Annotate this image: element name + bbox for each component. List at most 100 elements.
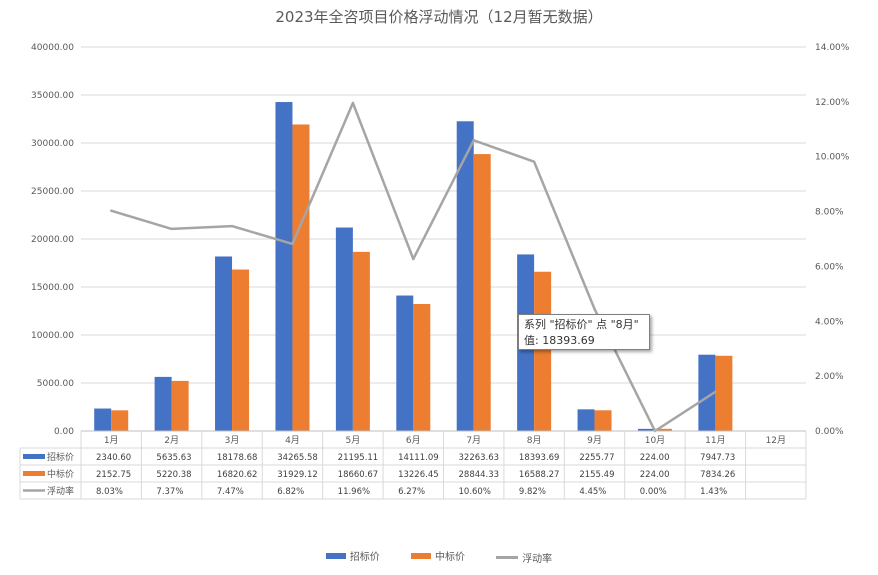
table-cell: 7947.73	[700, 453, 735, 463]
table-cell: 8.03%	[96, 487, 123, 497]
bar-award	[473, 154, 491, 432]
table-cell: 31929.12	[277, 470, 318, 480]
bar-bid	[698, 354, 716, 431]
table-cell: 9.82%	[519, 487, 546, 497]
bar-award	[654, 428, 672, 431]
y-left-tick-label: 30000.00	[31, 139, 74, 149]
table-cell: 7.47%	[217, 487, 244, 497]
bar-award	[292, 124, 310, 432]
table-cell: 18393.69	[519, 453, 560, 463]
bar-award	[715, 355, 733, 431]
line-point-rate	[110, 209, 113, 212]
y-left-tick-label: 5000.00	[37, 379, 74, 389]
data-point-tooltip: 系列 "招标价" 点 "8月" 值: 18393.69	[518, 314, 650, 350]
y-right-tick-label: 6.00%	[815, 262, 844, 272]
bar-bid	[577, 409, 595, 431]
table-cell: 18178.68	[217, 453, 258, 463]
y-left-tick-label: 0.00	[54, 427, 74, 437]
bar-award	[594, 410, 612, 431]
x-tick-label: 6月	[406, 435, 421, 446]
bar-award	[111, 410, 129, 431]
legend-item-award[interactable]: 中标价	[411, 548, 465, 563]
y-right-tick-label: 8.00%	[815, 208, 844, 218]
table-cell: 1.43%	[700, 487, 727, 497]
x-tick-label: 4月	[285, 435, 300, 446]
table-cell: 28844.33	[459, 470, 500, 480]
y-right-tick-label: 10.00%	[815, 153, 850, 163]
table-cell: 34265.58	[277, 453, 318, 463]
table-legend-swatch	[23, 471, 45, 476]
y-right-tick-label: 12.00%	[815, 98, 850, 108]
table-cell: 7834.26	[700, 470, 735, 480]
y-left-tick-label: 15000.00	[31, 283, 74, 293]
tooltip-series-point: 系列 "招标价" 点 "8月"	[524, 318, 639, 331]
y-left-tick-label: 10000.00	[31, 331, 74, 341]
line-point-rate	[170, 227, 173, 231]
table-series-label: 招标价	[47, 451, 74, 463]
table-cell: 21195.11	[338, 453, 379, 463]
bar-bid	[215, 256, 233, 431]
line-point-rate	[412, 257, 415, 261]
legend-label-bid: 招标价	[349, 552, 380, 563]
table-cell: 5220.38	[156, 470, 191, 480]
x-tick-label: 8月	[527, 435, 542, 446]
bar-award	[413, 304, 431, 431]
x-tick-label: 3月	[225, 435, 240, 446]
line-point-rate	[714, 390, 717, 393]
legend-item-bid[interactable]: 招标价	[325, 548, 380, 563]
line-point-rate	[532, 160, 536, 163]
bar-award	[352, 251, 370, 431]
table-cell: 16820.62	[217, 470, 258, 480]
bar-award	[534, 271, 552, 431]
bar-award	[171, 380, 189, 431]
bar-bid	[335, 227, 353, 431]
line-point-rate	[291, 242, 294, 246]
table-cell: 2340.60	[96, 453, 131, 463]
y-left-tick-label: 20000.00	[31, 235, 74, 245]
table-series-label: 浮动率	[47, 485, 74, 497]
x-tick-label: 7月	[466, 435, 481, 446]
y-left-tick-label: 35000.00	[31, 91, 74, 101]
legend-item-rate[interactable]: 浮动率	[496, 550, 552, 565]
bar-bid	[456, 121, 474, 431]
table-cell: 224.00	[640, 453, 670, 463]
table-cell: 2152.75	[96, 470, 131, 480]
table-cell: 32263.63	[459, 453, 500, 463]
chart-title: 2023年全咨项目价格浮动情况（12月暂无数据）	[275, 8, 603, 26]
y-right-tick-label: 0.00%	[815, 427, 844, 437]
y-left-tick-label: 40000.00	[31, 43, 74, 53]
legend-swatch-rate	[496, 555, 519, 559]
line-point-rate	[230, 224, 234, 228]
x-tick-label: 12月	[766, 435, 786, 446]
bar-bid	[154, 376, 172, 431]
y-right-tick-label: 2.00%	[815, 372, 844, 382]
table-cell: 6.27%	[398, 487, 425, 497]
table-cell: 2255.77	[579, 453, 614, 463]
y-right-tick-label: 14.00%	[815, 43, 850, 53]
bar-bid	[275, 102, 293, 432]
x-tick-label: 11月	[705, 435, 725, 446]
table-cell: 11.96%	[338, 487, 370, 497]
table-cell: 16588.27	[519, 470, 560, 480]
x-tick-label: 5月	[346, 435, 361, 446]
table-cell: 224.00	[640, 470, 670, 480]
table-series-label: 中标价	[47, 468, 74, 480]
table-cell: 18660.67	[338, 470, 379, 480]
legend-swatch-bid	[325, 552, 346, 559]
line-point-rate	[593, 307, 596, 311]
table-cell: 7.37%	[156, 487, 183, 497]
table-cell: 13226.45	[398, 470, 439, 480]
legend-label-award: 中标价	[435, 552, 465, 563]
bar-bid	[396, 295, 414, 431]
chart-legend[interactable]: 招标价 中标价 浮动率	[0, 548, 878, 565]
legend-label-rate: 浮动率	[522, 553, 553, 565]
table-legend-swatch	[23, 454, 45, 459]
table-cell: 5635.63	[156, 453, 191, 463]
bar-bid	[637, 428, 655, 431]
bar-bid	[94, 408, 112, 431]
line-point-rate	[351, 101, 355, 105]
tooltip-value: 值: 18393.69	[524, 334, 595, 347]
table-cell: 10.60%	[459, 487, 491, 497]
